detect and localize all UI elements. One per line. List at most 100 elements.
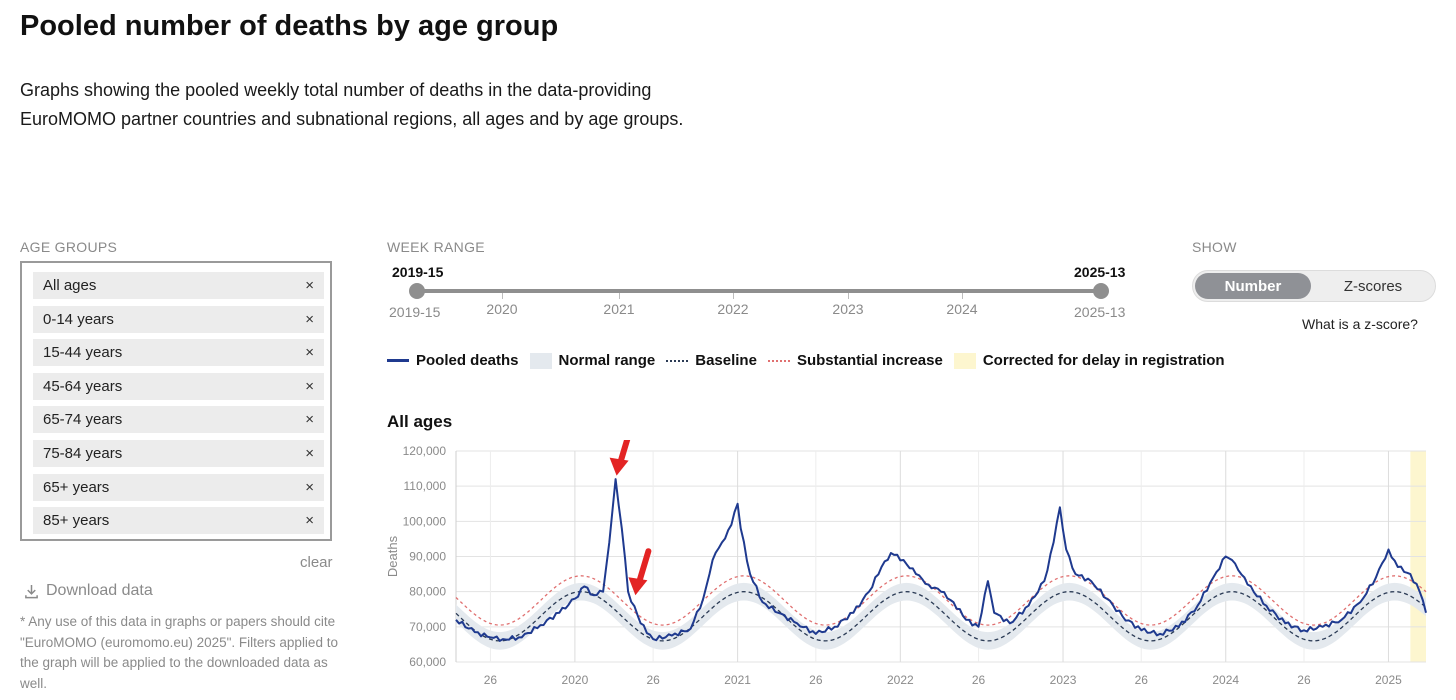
download-icon bbox=[25, 584, 38, 598]
annotation-arrow bbox=[628, 548, 652, 596]
x-tick-label: 2025 bbox=[1375, 673, 1402, 687]
baseline-line bbox=[455, 591, 1427, 642]
toggle-number[interactable]: Number bbox=[1195, 273, 1311, 299]
download-data-button[interactable]: Download data bbox=[24, 582, 153, 600]
legend-swatch bbox=[767, 359, 790, 362]
y-tick-label: 80,000 bbox=[409, 585, 446, 599]
year-tick bbox=[619, 293, 620, 299]
remove-tag-icon[interactable]: × bbox=[305, 512, 314, 529]
week-range-slider[interactable] bbox=[416, 289, 1100, 293]
pooled-deaths-line bbox=[455, 478, 1427, 642]
age-groups-label: AGE GROUPS bbox=[20, 239, 118, 255]
year-tick bbox=[848, 293, 849, 299]
age-tag-65-74: 65-74 years × bbox=[33, 406, 324, 433]
y-tick-label: 110,000 bbox=[404, 479, 447, 493]
annotation-arrow bbox=[609, 440, 631, 476]
year-mark: 2022 bbox=[717, 301, 749, 317]
remove-tag-icon[interactable]: × bbox=[305, 445, 314, 462]
range-max-label: 2025-13 bbox=[1074, 304, 1126, 320]
x-tick-label: 26 bbox=[484, 673, 498, 687]
remove-tag-icon[interactable]: × bbox=[305, 277, 314, 294]
arrow-shaft bbox=[636, 548, 652, 585]
year-mark: 2023 bbox=[832, 301, 864, 317]
legend-pooled-deaths: Pooled deaths bbox=[387, 352, 519, 369]
year-tick bbox=[502, 293, 503, 299]
age-tag-label: 45-64 years bbox=[43, 378, 123, 395]
y-tick-label: 70,000 bbox=[409, 620, 446, 634]
chart-legend: Pooled deaths Normal range Baseline Subs… bbox=[387, 352, 1236, 369]
y-tick-label: 90,000 bbox=[409, 550, 446, 564]
age-tag-label: 65-74 years bbox=[43, 411, 123, 428]
x-tick-label: 2022 bbox=[887, 673, 914, 687]
y-tick-label: 100,000 bbox=[403, 514, 447, 528]
age-tag-label: 15-44 years bbox=[43, 344, 123, 361]
chart-title: All ages bbox=[387, 412, 453, 431]
arrow-head bbox=[628, 577, 648, 596]
legend-swatch bbox=[529, 352, 552, 369]
legend-swatch bbox=[387, 359, 409, 362]
deaths-line-chart: 60,000 70,000 80,000 90,000 100,000 110,000 12… bbox=[385, 440, 1427, 687]
age-tag-85-plus: 85+ years × bbox=[33, 507, 324, 534]
x-tick-label: 26 bbox=[972, 673, 986, 687]
x-tick-label: 26 bbox=[809, 673, 823, 687]
age-tag-65-plus: 65+ years × bbox=[33, 474, 324, 501]
age-tag-45-64: 45-64 years × bbox=[33, 373, 324, 400]
substantial-increase-line bbox=[455, 575, 1427, 626]
year-tick bbox=[733, 293, 734, 299]
range-start-value: 2019-15 bbox=[392, 264, 444, 280]
x-tick-label: 26 bbox=[1297, 673, 1311, 687]
range-end-value: 2025-13 bbox=[1074, 264, 1126, 280]
age-tag-label: 75-84 years bbox=[43, 445, 123, 462]
x-tick-label: 2024 bbox=[1212, 673, 1239, 687]
legend-delay-correction: Corrected for delay in registration bbox=[953, 352, 1225, 369]
remove-tag-icon[interactable]: × bbox=[305, 344, 314, 361]
age-tag-0-14: 0-14 years × bbox=[33, 306, 324, 333]
x-tick-label: 2020 bbox=[562, 673, 589, 687]
legend-normal-range: Normal range bbox=[529, 352, 656, 369]
range-start-handle[interactable] bbox=[409, 283, 425, 299]
year-tick bbox=[962, 293, 963, 299]
arrow-shaft bbox=[617, 440, 631, 465]
age-tag-label: All ages bbox=[43, 277, 97, 294]
legend-swatch bbox=[666, 359, 689, 362]
legend-swatch bbox=[953, 352, 976, 369]
age-tag-label: 0-14 years bbox=[43, 311, 114, 328]
remove-tag-icon[interactable]: × bbox=[305, 311, 314, 328]
year-mark: 2024 bbox=[946, 301, 978, 317]
show-label: SHOW bbox=[1192, 239, 1237, 255]
legend-label: Corrected for delay in registration bbox=[982, 352, 1225, 369]
y-axis-label: Deaths bbox=[385, 535, 400, 577]
page-description: Graphs showing the pooled weekly total n… bbox=[20, 80, 684, 129]
x-tick-label: 26 bbox=[1135, 673, 1149, 687]
age-tag-75-84: 75-84 years × bbox=[33, 440, 324, 467]
remove-tag-icon[interactable]: × bbox=[305, 378, 314, 395]
legend-label: Substantial increase bbox=[796, 352, 943, 369]
toggle-z-scores[interactable]: Z-scores bbox=[1343, 277, 1403, 295]
y-tick-label: 120,000 bbox=[403, 444, 447, 458]
arrow-head bbox=[609, 457, 629, 476]
x-tick-label: 2023 bbox=[1050, 673, 1077, 687]
page-title: Pooled number of deaths by age group bbox=[20, 10, 559, 42]
age-tag-all-ages: All ages × bbox=[33, 272, 324, 299]
clear-link[interactable]: clear bbox=[300, 554, 333, 571]
age-tag-15-44: 15-44 years × bbox=[33, 339, 324, 366]
remove-tag-icon[interactable]: × bbox=[305, 479, 314, 496]
what-is-z-score-link[interactable]: What is a z-score? bbox=[1302, 316, 1418, 332]
year-mark: 2021 bbox=[603, 301, 635, 317]
y-tick-label: 60,000 bbox=[409, 655, 446, 669]
legend-label: Normal range bbox=[558, 352, 656, 369]
age-tag-label: 85+ years bbox=[43, 512, 110, 529]
citation-note: * Any use of this data in graphs or pape… bbox=[20, 614, 338, 691]
range-end-handle[interactable] bbox=[1093, 283, 1109, 299]
download-label: Download data bbox=[46, 582, 153, 599]
show-toggle[interactable]: Number Z-scores bbox=[1192, 270, 1436, 302]
age-tag-label: 65+ years bbox=[43, 479, 110, 496]
range-min-label: 2019-15 bbox=[389, 304, 441, 320]
legend-label: Baseline bbox=[695, 352, 757, 369]
remove-tag-icon[interactable]: × bbox=[305, 411, 314, 428]
x-tick-label: 26 bbox=[646, 673, 660, 687]
legend-label: Pooled deaths bbox=[416, 352, 519, 369]
age-groups-select[interactable]: All ages × 0-14 years × 15-44 years × 45… bbox=[20, 261, 332, 541]
year-mark: 2020 bbox=[486, 301, 518, 317]
legend-baseline: Baseline bbox=[666, 352, 757, 369]
